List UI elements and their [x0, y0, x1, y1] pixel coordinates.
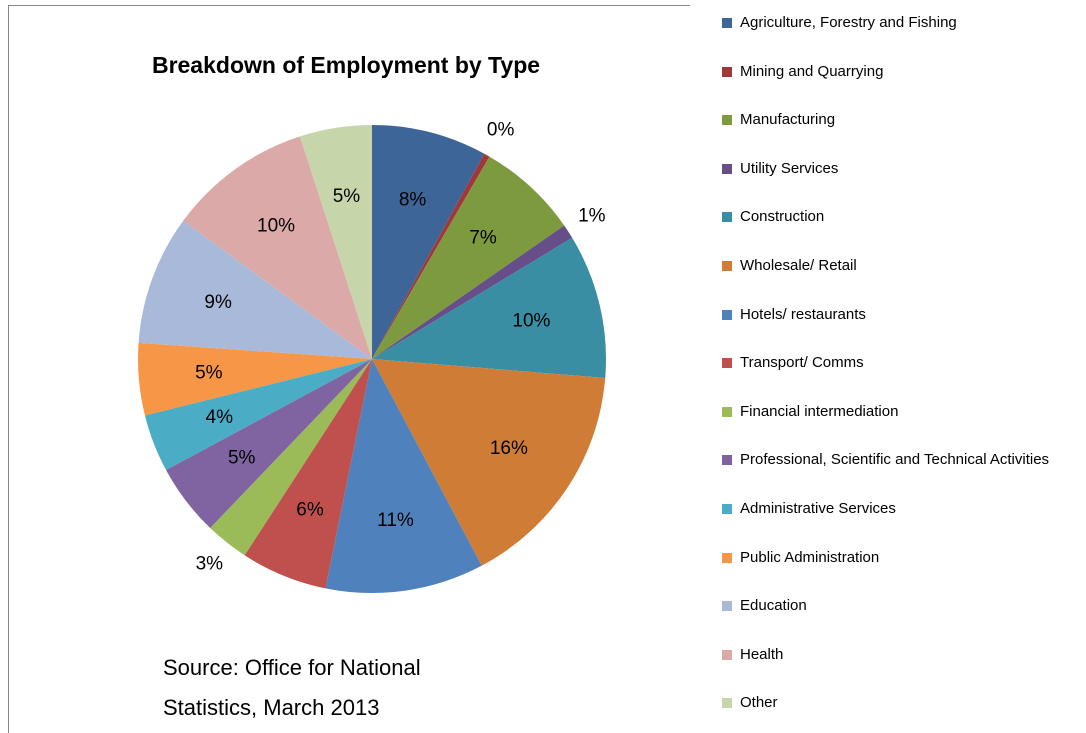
legend-swatch — [722, 163, 732, 174]
legend-swatch — [722, 66, 732, 77]
legend-label: Administrative Services — [740, 500, 896, 517]
legend-label: Mining and Quarrying — [740, 62, 884, 80]
legend-label: Wholesale/ Retail — [740, 257, 857, 274]
legend-swatch — [722, 698, 732, 709]
pie-slice — [183, 136, 372, 359]
data-label: 4% — [206, 407, 234, 428]
data-label: 5% — [195, 362, 223, 383]
legend-label: Hotels/ restaurants — [740, 305, 866, 323]
legend-swatch — [722, 309, 732, 320]
data-label: 10% — [257, 215, 295, 236]
legend-swatch — [722, 601, 732, 612]
pie-slice — [372, 225, 573, 359]
pie-slice — [166, 359, 372, 529]
pie: 8% 0% 7% 1% 10% 16% 11% 6% 3% 5% 4% 5% 9% 10% 5% — [138, 120, 606, 593]
legend-label: Manufacturing — [740, 111, 836, 129]
data-label: 10% — [512, 310, 550, 331]
legend-label: Financial intermediation — [740, 402, 899, 420]
data-label: 11% — [377, 510, 414, 531]
data-label: 16% — [490, 438, 528, 459]
data-label: 9% — [204, 292, 232, 313]
chart-border — [8, 5, 690, 733]
data-label: 3% — [196, 554, 224, 575]
pie-slice — [372, 125, 485, 359]
legend-swatch — [722, 212, 732, 223]
source-annotation: Source: Office for National Statistics, … — [163, 655, 421, 720]
data-label: 8% — [399, 189, 427, 210]
legend-label: Agriculture, Forestry and Fishing — [740, 14, 957, 31]
pie-slice — [325, 359, 482, 593]
pie-slice — [372, 237, 606, 379]
data-label: 7% — [469, 228, 497, 249]
data-label: 0% — [487, 120, 515, 141]
legend-label: Education — [740, 597, 807, 615]
pie-slice — [144, 359, 372, 471]
data-label: 6% — [296, 500, 324, 521]
chart-title: Breakdown of Employment by Type — [151, 52, 541, 78]
legend-label: Construction — [740, 208, 825, 226]
legend-label: Transport/ Comms — [740, 354, 864, 372]
legend-swatch — [722, 18, 732, 28]
legend-swatch — [722, 261, 732, 271]
pie-slice — [244, 359, 372, 589]
legend-label: Public Administration — [740, 548, 880, 566]
pie-slice — [372, 156, 565, 359]
legend-swatch — [722, 455, 732, 466]
legend-label: Utility Services — [740, 159, 839, 177]
pie-slice — [372, 153, 490, 359]
legend-label: Other — [740, 694, 778, 712]
legend-label: Professional, Scientific and Technical A… — [740, 451, 1050, 469]
legend-swatch — [722, 358, 732, 369]
pie-slice — [372, 359, 606, 566]
data-label: 5% — [228, 447, 256, 468]
legend-swatch — [722, 504, 732, 514]
pie-slice — [299, 125, 372, 359]
pie-slice — [138, 220, 372, 359]
data-label: 1% — [578, 205, 606, 226]
legend-label: Health — [740, 645, 784, 663]
legend-swatch — [722, 406, 732, 417]
legend-swatch — [722, 552, 732, 563]
legend-swatch — [722, 649, 732, 660]
legend-swatch — [722, 115, 732, 126]
pie-slice — [210, 359, 372, 556]
pie-slice — [138, 342, 372, 416]
data-label: 5% — [333, 186, 361, 207]
